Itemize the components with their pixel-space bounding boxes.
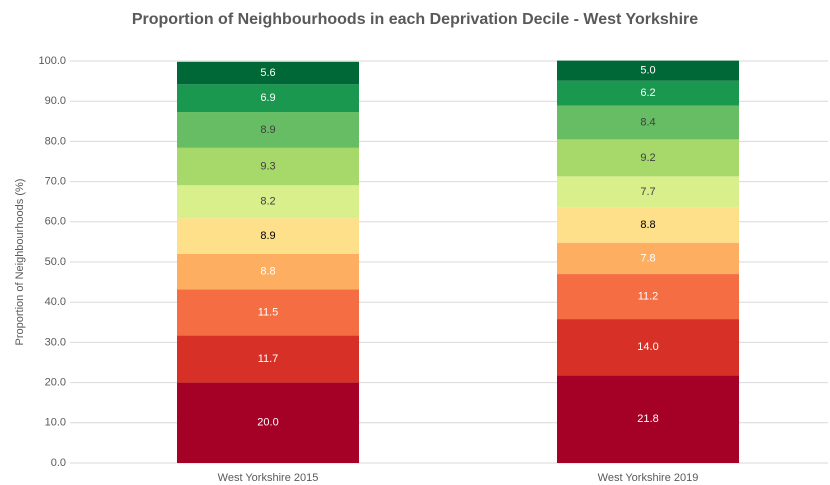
bar-segment <box>177 289 359 336</box>
bar-segment <box>177 218 359 254</box>
data-label: 7.7 <box>640 186 655 198</box>
data-label: 5.0 <box>640 65 655 77</box>
y-axis-label: Proportion of Neighbourhoods (%) <box>14 179 26 346</box>
bar-segment <box>557 375 739 463</box>
x-tick-label: West Yorkshire 2019 <box>598 472 699 484</box>
data-label: 11.7 <box>258 353 279 365</box>
data-label: 9.3 <box>260 160 275 172</box>
bar-segment <box>557 60 739 81</box>
data-label: 8.9 <box>260 124 275 136</box>
data-label: 20.0 <box>257 417 278 429</box>
data-label: 8.9 <box>260 230 275 242</box>
y-tick-label: 70.0 <box>45 176 66 188</box>
x-tick-label: West Yorkshire 2015 <box>218 472 319 484</box>
bar-segment <box>177 112 359 148</box>
bar-segment <box>557 105 739 140</box>
y-tick-label: 90.0 <box>45 95 66 107</box>
y-tick-label: 60.0 <box>45 216 66 228</box>
y-tick-label: 50.0 <box>45 256 66 268</box>
bar-segment <box>557 207 739 243</box>
bar-segment <box>177 253 359 290</box>
data-label: 14.0 <box>637 341 658 353</box>
bar-segment <box>557 274 739 320</box>
bar-segment <box>557 176 739 208</box>
y-tick-label: 10.0 <box>45 417 66 429</box>
data-label: 8.4 <box>640 116 655 128</box>
data-label: 6.2 <box>640 87 655 99</box>
data-label: 11.2 <box>638 290 659 302</box>
data-label: 6.9 <box>260 92 275 104</box>
data-label: 8.8 <box>260 266 275 278</box>
data-label: 8.2 <box>260 196 275 208</box>
data-label: 11.5 <box>258 306 279 318</box>
y-tick-label: 100.0 <box>38 55 66 67</box>
y-tick-label: 0.0 <box>51 457 66 469</box>
bar-segment <box>557 139 739 177</box>
data-label: 7.8 <box>640 252 655 264</box>
bar-segment <box>177 185 359 219</box>
bar-segment <box>557 80 739 106</box>
data-label: 9.2 <box>640 152 655 164</box>
bar-segment <box>177 382 359 463</box>
bar-segment <box>177 147 359 186</box>
y-tick-label: 80.0 <box>45 135 66 147</box>
bar-segment <box>557 242 739 275</box>
bar-segment <box>557 319 739 376</box>
data-label: 21.8 <box>637 413 658 425</box>
bar-segment <box>177 84 359 113</box>
chart-title: Proportion of Neighbourhoods in each Dep… <box>132 11 698 28</box>
y-tick-label: 30.0 <box>45 336 66 348</box>
y-tick-label: 40.0 <box>45 296 66 308</box>
data-label: 8.8 <box>640 219 655 231</box>
bar-segment <box>177 335 359 383</box>
y-tick-label: 20.0 <box>45 377 66 389</box>
data-label: 5.6 <box>260 67 275 79</box>
bar-segment <box>177 61 359 85</box>
